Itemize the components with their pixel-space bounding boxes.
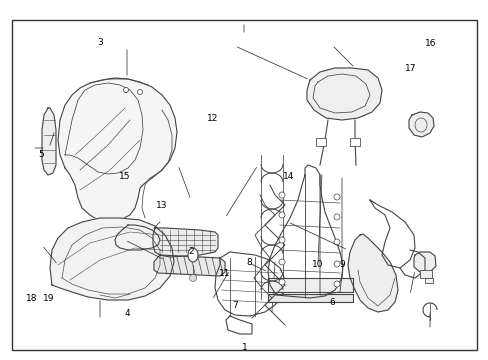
Polygon shape bbox=[347, 234, 397, 312]
Polygon shape bbox=[50, 218, 174, 300]
Text: 13: 13 bbox=[155, 201, 167, 210]
Polygon shape bbox=[413, 252, 435, 272]
Ellipse shape bbox=[333, 194, 339, 200]
Text: 19: 19 bbox=[43, 294, 55, 303]
Bar bbox=[267, 278, 352, 292]
Text: 16: 16 bbox=[424, 39, 435, 48]
Ellipse shape bbox=[123, 87, 128, 93]
Polygon shape bbox=[115, 225, 160, 250]
Text: 14: 14 bbox=[282, 172, 294, 181]
Ellipse shape bbox=[279, 192, 285, 198]
Text: 6: 6 bbox=[329, 298, 335, 307]
Text: 10: 10 bbox=[311, 260, 323, 269]
Text: 4: 4 bbox=[124, 309, 130, 318]
Bar bbox=[419, 270, 431, 278]
Text: 1: 1 bbox=[241, 343, 247, 352]
Bar bbox=[424, 278, 432, 283]
Text: 12: 12 bbox=[206, 114, 218, 123]
Bar bbox=[315, 138, 325, 146]
Ellipse shape bbox=[333, 281, 339, 287]
Polygon shape bbox=[42, 108, 56, 175]
Ellipse shape bbox=[189, 274, 196, 282]
Text: 9: 9 bbox=[339, 260, 345, 269]
Ellipse shape bbox=[137, 90, 142, 94]
Bar bbox=[349, 138, 359, 146]
Polygon shape bbox=[153, 228, 218, 257]
Polygon shape bbox=[408, 112, 433, 137]
Bar bbox=[267, 294, 352, 302]
Ellipse shape bbox=[279, 212, 285, 218]
Ellipse shape bbox=[333, 239, 339, 245]
Ellipse shape bbox=[279, 279, 285, 285]
Ellipse shape bbox=[333, 261, 339, 267]
Ellipse shape bbox=[187, 248, 198, 262]
Polygon shape bbox=[58, 78, 177, 222]
Text: 18: 18 bbox=[26, 294, 38, 303]
Ellipse shape bbox=[279, 237, 285, 243]
Polygon shape bbox=[154, 255, 224, 276]
Ellipse shape bbox=[279, 259, 285, 265]
Text: 5: 5 bbox=[39, 150, 44, 159]
Polygon shape bbox=[306, 68, 381, 120]
Ellipse shape bbox=[333, 214, 339, 220]
Text: 7: 7 bbox=[231, 302, 237, 310]
Text: 15: 15 bbox=[119, 172, 130, 181]
Text: 17: 17 bbox=[404, 64, 416, 73]
Text: 3: 3 bbox=[97, 38, 103, 47]
Text: 11: 11 bbox=[219, 269, 230, 278]
Text: 8: 8 bbox=[246, 258, 252, 267]
Text: 2: 2 bbox=[187, 247, 193, 256]
